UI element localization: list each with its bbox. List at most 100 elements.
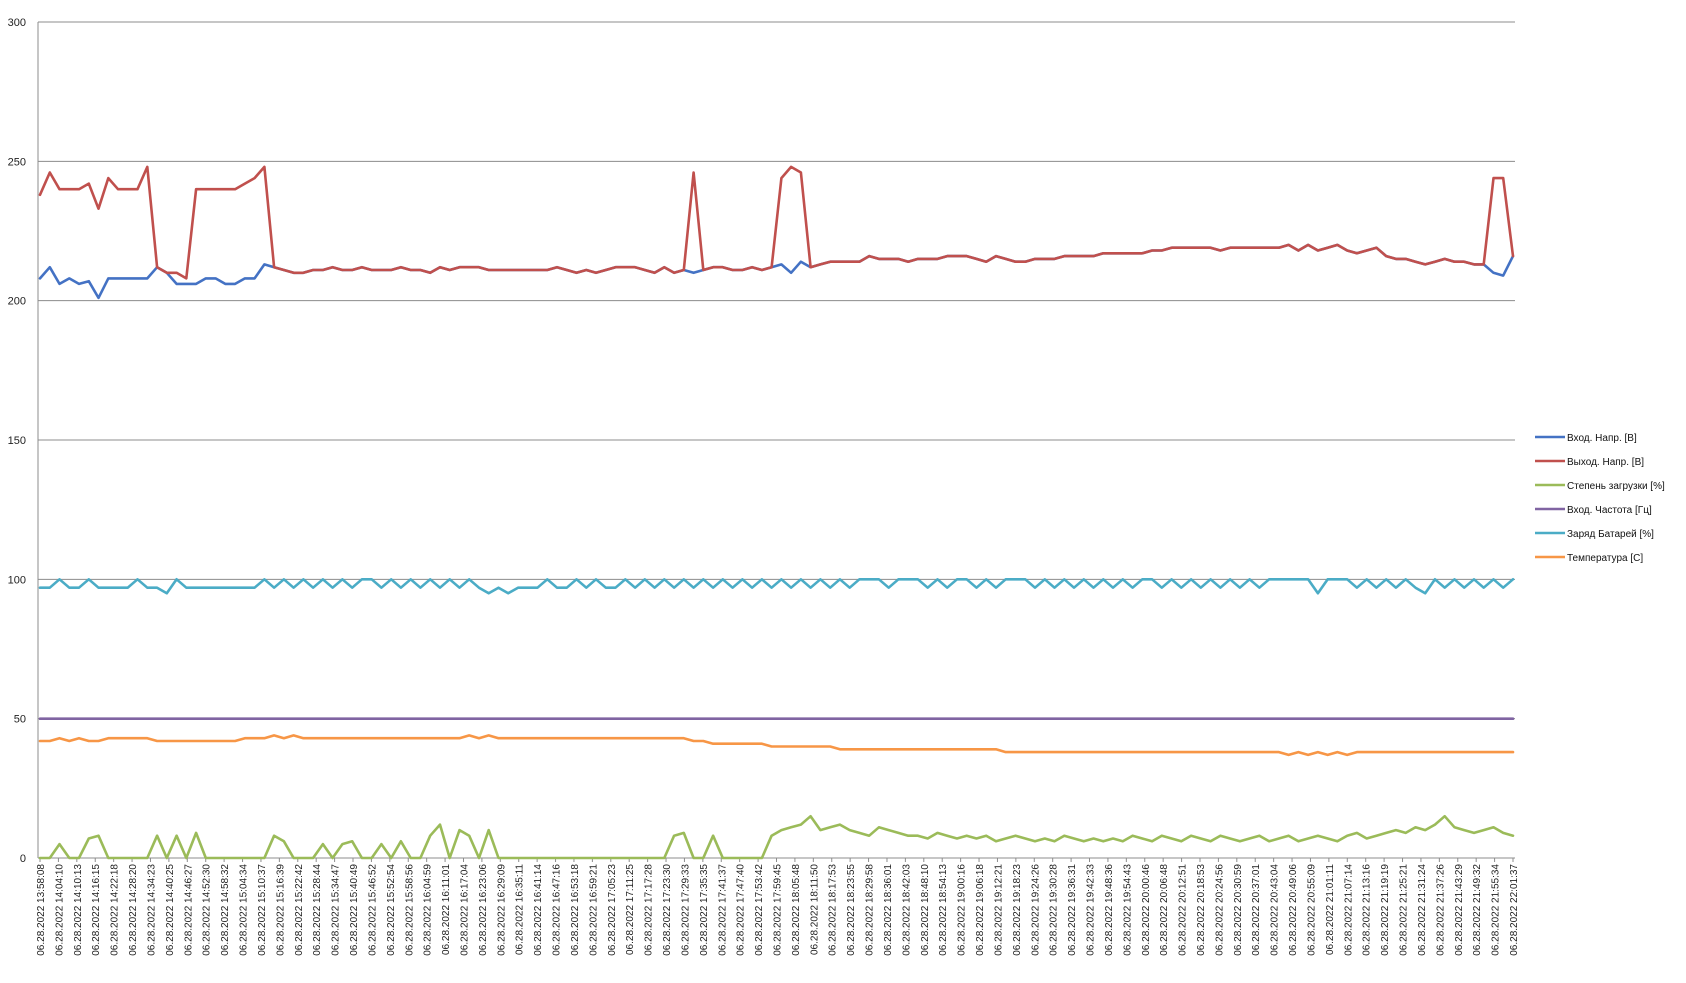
x-tick-label: 06.28.2022 13:58:08 <box>36 864 47 956</box>
x-tick-label: 06.28.2022 20:18:53 <box>1196 864 1207 956</box>
x-tick-label: 06.28.2022 19:54:43 <box>1122 864 1133 956</box>
x-tick-label: 06.28.2022 20:55:09 <box>1306 864 1317 956</box>
x-tick-label: 06.28.2022 18:42:03 <box>901 864 912 956</box>
x-tick-label: 06.28.2022 21:01:11 <box>1325 864 1336 955</box>
x-tick-label: 06.28.2022 20:30:59 <box>1233 864 1244 956</box>
x-tick-label: 06.28.2022 17:41:37 <box>717 864 728 956</box>
x-tick-label: 06.28.2022 15:52:54 <box>386 864 397 956</box>
x-tick-label: 06.28.2022 15:40:49 <box>349 864 360 956</box>
x-tick-label: 06.28.2022 21:07:14 <box>1343 864 1354 956</box>
x-tick-label: 06.28.2022 16:53:18 <box>570 864 581 956</box>
series-line-6 <box>38 734 1515 757</box>
x-tick-label: 06.28.2022 16:17:04 <box>459 864 470 956</box>
x-tick-label: 06.28.2022 20:00:46 <box>1141 864 1152 956</box>
x-tick-label: 06.28.2022 17:29:33 <box>680 864 691 956</box>
x-tick-label: 06.28.2022 17:35:35 <box>699 864 710 956</box>
x-tick-label: 06.28.2022 21:43:29 <box>1454 864 1465 956</box>
y-tick-label: 50 <box>14 714 26 726</box>
x-tick-label: 06.28.2022 21:31:24 <box>1417 864 1428 956</box>
x-tick-label: 06.28.2022 19:12:21 <box>993 864 1004 956</box>
x-tick-label: 06.28.2022 15:46:52 <box>367 864 378 956</box>
x-tick-label: 06.28.2022 16:04:59 <box>423 864 434 956</box>
x-tick-label: 06.28.2022 15:22:42 <box>294 864 305 956</box>
x-tick-label: 06.28.2022 20:24:56 <box>1214 864 1225 956</box>
x-tick-label: 06.28.2022 15:34:47 <box>331 864 342 956</box>
x-tick-label: 06.28.2022 16:59:21 <box>588 864 599 956</box>
x-tick-label: 06.28.2022 15:16:39 <box>275 864 286 956</box>
axes <box>37 22 1515 862</box>
x-tick-label: 06.28.2022 18:54:13 <box>938 864 949 956</box>
x-tick-label: 06.28.2022 21:25:21 <box>1399 864 1410 956</box>
x-tick-label: 06.28.2022 19:18:23 <box>1012 864 1023 956</box>
x-tick-label: 06.28.2022 16:23:06 <box>478 864 489 956</box>
x-tick-label: 06.28.2022 19:48:36 <box>1104 864 1115 956</box>
series-line-1 <box>38 243 1515 300</box>
legend-label-2: Выход. Напр. [В] <box>1567 457 1644 468</box>
x-tick-label: 06.28.2022 17:05:23 <box>607 864 618 956</box>
x-tick-label: 06.28.2022 15:04:34 <box>239 864 250 956</box>
y-tick-label: 100 <box>8 574 26 586</box>
x-tick-label: 06.28.2022 14:40:25 <box>165 864 176 956</box>
x-tick-label: 06.28.2022 20:12:51 <box>1178 864 1189 956</box>
x-tick-label: 06.28.2022 15:28:44 <box>312 864 323 956</box>
x-tick-label: 06.28.2022 17:17:28 <box>644 864 655 956</box>
x-tick-label: 06.28.2022 19:42:33 <box>1086 864 1097 956</box>
x-tick-label: 06.28.2022 17:23:30 <box>662 864 673 956</box>
x-tick-label: 06.28.2022 21:49:32 <box>1472 864 1483 956</box>
y-tick-labels: 0 50 100 150 200 250 300 <box>8 17 26 865</box>
x-tick-label: 06.28.2022 19:06:18 <box>975 864 986 956</box>
x-tick-label: 06.28.2022 17:11:25 <box>625 864 636 955</box>
legend-label-6: Температура [C] <box>1567 553 1643 564</box>
x-tick-label: 06.28.2022 20:06:48 <box>1159 864 1170 956</box>
x-tick-label: 06.28.2022 14:22:18 <box>110 864 121 956</box>
x-tick-label: 06.28.2022 14:16:15 <box>91 864 102 956</box>
x-tick-label: 06.28.2022 18:23:55 <box>846 864 857 956</box>
x-tick-label: 06.28.2022 16:35:11 <box>515 864 526 955</box>
y-tick-label: 150 <box>8 435 26 447</box>
x-tick-label: 06.28.2022 18:48:10 <box>920 864 931 956</box>
x-tick-label: 06.28.2022 20:37:01 <box>1251 864 1262 956</box>
legend: Вход. Напр. [В] Выход. Напр. [В] Степень з… <box>1535 433 1665 564</box>
x-tick-label: 06.28.2022 17:53:42 <box>754 864 765 956</box>
y-tick-label: 250 <box>8 156 26 168</box>
series-line-5 <box>38 577 1515 595</box>
x-tick-label: 06.28.2022 17:47:40 <box>736 864 747 956</box>
x-tick-label: 06.28.2022 16:29:09 <box>496 864 507 956</box>
x-tick-label: 06.28.2022 18:05:48 <box>791 864 802 956</box>
x-tick-label: 06.28.2022 19:30:28 <box>1049 864 1060 956</box>
x-tick-label: 06.28.2022 20:43:04 <box>1270 864 1281 956</box>
x-tick-label: 06.28.2022 21:37:26 <box>1435 864 1446 956</box>
series-lines <box>38 165 1515 860</box>
y-tick-label: 300 <box>8 17 26 29</box>
x-tick-label: 06.28.2022 16:11:01 <box>441 864 452 955</box>
x-tick-label: 06.28.2022 16:41:14 <box>533 864 544 956</box>
x-tick-label: 06.28.2022 22:01:37 <box>1509 864 1520 956</box>
x-tick-label: 06.28.2022 18:29:58 <box>865 864 876 956</box>
x-tick-label: 06.28.2022 21:55:34 <box>1491 864 1502 956</box>
legend-label-4: Вход. Частота [Гц] <box>1567 505 1652 516</box>
x-tick-label: 06.28.2022 18:17:53 <box>828 864 839 956</box>
x-tick-label: 06.28.2022 14:34:23 <box>146 864 157 956</box>
x-tick-label: 06.28.2022 19:24:26 <box>1030 864 1041 956</box>
x-tick-label: 06.28.2022 20:49:06 <box>1288 864 1299 956</box>
x-tick-label: 06.28.2022 16:47:16 <box>552 864 563 956</box>
x-tick-label: 06.28.2022 15:58:56 <box>404 864 415 956</box>
x-tick-label: 06.28.2022 19:36:31 <box>1067 864 1078 956</box>
series-line-3 <box>38 814 1515 860</box>
x-tick-label: 06.28.2022 21:13:16 <box>1362 864 1373 956</box>
x-tick-label: 06.28.2022 14:10:13 <box>73 864 84 956</box>
series-line-2 <box>38 165 1515 280</box>
x-tick-label: 06.28.2022 21:19:19 <box>1380 864 1391 956</box>
y-tick-label: 200 <box>8 296 26 308</box>
x-tick-label: 06.28.2022 19:00:16 <box>957 864 968 956</box>
legend-label-5: Заряд Батарей [%] <box>1567 529 1654 540</box>
x-tick-label: 06.28.2022 15:10:37 <box>257 864 268 956</box>
gridlines <box>38 21 1515 720</box>
x-tick-label: 06.28.2022 17:59:45 <box>773 864 784 956</box>
x-tick-label: 06.28.2022 14:46:27 <box>183 864 194 956</box>
legend-label-1: Вход. Напр. [В] <box>1567 433 1637 444</box>
y-tick-label: 0 <box>20 853 26 865</box>
x-tick-label: 06.28.2022 14:28:20 <box>128 864 139 956</box>
